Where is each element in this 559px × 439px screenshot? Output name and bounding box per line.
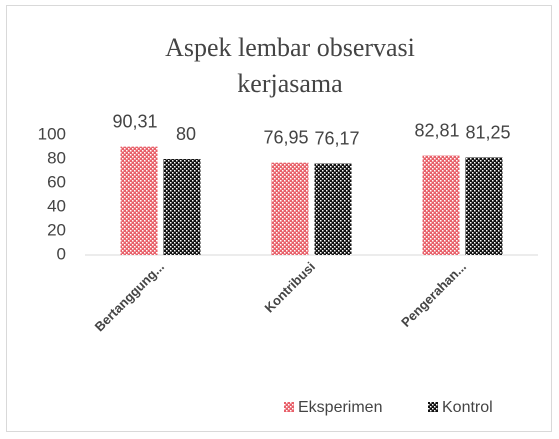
y-tick-label: 40 (47, 196, 66, 215)
value-label: 80 (176, 124, 196, 144)
value-label: 81,25 (465, 122, 510, 142)
legend-label: Eksperimen (298, 399, 382, 416)
value-label: 76,17 (314, 128, 359, 148)
value-label: 76,95 (263, 127, 308, 147)
x-tick-label: Kontribusi (261, 259, 318, 316)
bar (120, 146, 158, 255)
legend-swatch (284, 402, 294, 412)
x-tick-label: Bertanggung... (92, 259, 167, 334)
y-tick-label: 80 (47, 148, 66, 167)
legend-label: Kontrol (442, 399, 493, 416)
value-label: 90,31 (112, 111, 157, 131)
value-label: 82,81 (414, 120, 459, 140)
bar (314, 163, 352, 255)
y-tick-label: 100 (38, 124, 66, 143)
bar (163, 159, 201, 255)
chart-title: Aspek lembar observasi kerjasama (165, 33, 415, 98)
bar (465, 157, 503, 255)
y-tick-label: 60 (47, 172, 66, 191)
y-tick-label: 20 (47, 220, 66, 239)
x-tick-label: Pengerahan... (398, 259, 469, 330)
bar (271, 162, 309, 255)
bar (422, 155, 460, 255)
legend-swatch (428, 402, 438, 412)
y-tick-label: 0 (57, 244, 66, 263)
chart-border (6, 5, 552, 432)
